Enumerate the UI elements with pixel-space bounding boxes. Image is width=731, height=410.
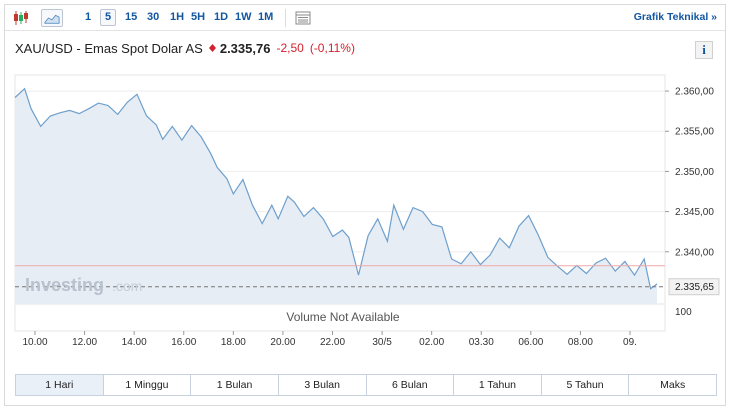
price-chart: 10.00 12.00 14.00 16.00 18.00 20.00 22.00 30/5 0… <box>14 74 720 348</box>
price-change-percent: (-0,11%) <box>309 41 355 55</box>
y-tick-label: 2.355,00 <box>675 127 714 138</box>
y-tick-label: 2.350,00 <box>675 167 714 178</box>
range-1-day[interactable]: 1 Hari <box>16 375 104 395</box>
watermark-suffix: .com <box>112 278 142 294</box>
x-tick-label: 12.00 <box>72 337 97 348</box>
range-5-years[interactable]: 5 Tahun <box>541 375 630 395</box>
chart-toolbar: 1 5 15 30 1H 5H 1D 1W 1M Grafik Teknikal… <box>5 5 725 31</box>
price-area <box>15 88 657 304</box>
timeframe-5[interactable]: 5 <box>100 9 117 26</box>
timeframe-1[interactable]: 1 <box>85 11 92 23</box>
range-selector: 1 Hari 1 Minggu 1 Bulan 3 Bulan 6 Bulan … <box>15 374 717 396</box>
x-tick-label: 20.00 <box>270 337 295 348</box>
x-tick-label: 30/5 <box>372 337 392 348</box>
x-tick-label: 02.00 <box>419 337 444 348</box>
timeframe-1h[interactable]: 1H <box>170 11 185 23</box>
last-price: 2.335,76 <box>219 40 271 56</box>
x-tick-label: 08.00 <box>568 337 593 348</box>
y-tick-label: 2.340,00 <box>675 247 714 258</box>
x-tick-label: 10.00 <box>22 337 47 348</box>
x-tick-label: 14.00 <box>122 337 147 348</box>
volume-axis-label: 100 <box>675 307 692 318</box>
timeframe-1m[interactable]: 1M <box>258 11 274 23</box>
technical-chart-link[interactable]: Grafik Teknikal » <box>633 11 717 23</box>
last-price-box <box>668 278 720 296</box>
range-1-year[interactable]: 1 Tahun <box>454 375 542 395</box>
timeframe-5h[interactable]: 5H <box>191 11 206 23</box>
price-down-icon <box>208 44 216 52</box>
range-6-months[interactable]: 6 Bulan <box>366 375 455 395</box>
watermark-logo: Investing <box>25 275 104 295</box>
table-icon[interactable] <box>293 9 313 27</box>
x-tick-label: 09. <box>623 337 637 348</box>
y-tick-label: 2.345,00 <box>675 207 714 218</box>
x-tick-label: 22.00 <box>320 337 345 348</box>
range-max[interactable]: Maks <box>629 375 716 395</box>
watermark-group: Investing .com <box>25 275 142 295</box>
timeframe-1d[interactable]: 1D <box>214 11 229 23</box>
x-tick-label: 18.00 <box>221 337 246 348</box>
instrument-header: XAU/USD - Emas Spot Dolar AS 2.335,76 -2… <box>15 39 355 57</box>
candlestick-icon[interactable] <box>11 9 31 27</box>
y-tick-label: 2.360,00 <box>675 87 714 98</box>
x-tick-label: 03.30 <box>469 337 494 348</box>
info-button[interactable]: i <box>695 41 713 59</box>
volume-not-available: Volume Not Available <box>286 310 400 324</box>
price-line <box>14 87 658 290</box>
area-chart-icon[interactable] <box>41 9 63 27</box>
x-tick-label: 06.00 <box>518 337 543 348</box>
chart-widget: 1 5 15 30 1H 5H 1D 1W 1M Grafik Teknikal… <box>4 4 726 406</box>
timeframe-1w[interactable]: 1W <box>235 11 252 23</box>
price-change: -2,50 <box>276 41 304 55</box>
x-axis: 10.00 12.00 14.00 16.00 18.00 20.00 22.00 30/5 0… <box>22 331 637 348</box>
last-price-label: 2.335,65 <box>675 282 714 293</box>
timeframe-15[interactable]: 15 <box>125 11 138 23</box>
range-1-month[interactable]: 1 Bulan <box>191 375 279 395</box>
range-1-week[interactable]: 1 Minggu <box>103 375 192 395</box>
timeframe-30[interactable]: 30 <box>147 11 160 23</box>
range-3-months[interactable]: 3 Bulan <box>278 375 367 395</box>
x-tick-label: 16.00 <box>171 337 196 348</box>
toolbar-divider <box>285 9 286 27</box>
instrument-name: XAU/USD - Emas Spot Dolar AS <box>15 40 203 56</box>
